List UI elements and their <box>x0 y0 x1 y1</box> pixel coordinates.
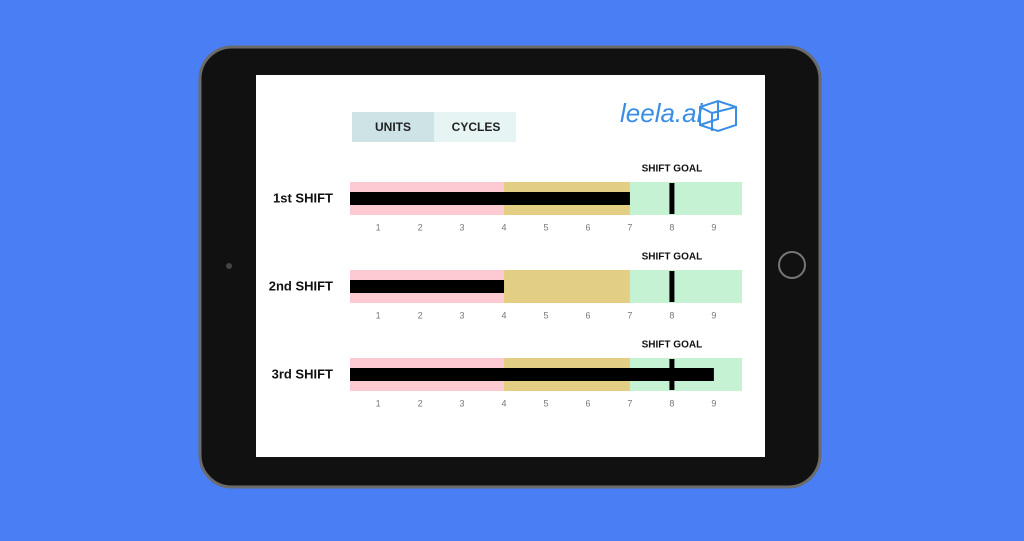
x-tick-label: 4 <box>502 222 507 232</box>
tab-label[interactable]: CYCLES <box>452 120 501 134</box>
x-tick-label: 4 <box>502 310 507 320</box>
target-label: SHIFT GOAL <box>642 340 703 351</box>
x-tick-label: 3 <box>460 398 465 408</box>
x-tick-label: 3 <box>460 222 465 232</box>
x-tick-label: 1 <box>376 310 381 320</box>
target-label: SHIFT GOAL <box>642 164 703 175</box>
target-marker <box>669 271 675 302</box>
x-tick-label: 5 <box>543 310 548 320</box>
x-tick-label: 8 <box>669 310 674 320</box>
x-tick-label: 2 <box>418 222 423 232</box>
x-tick-label: 2 <box>418 310 423 320</box>
row-title: 1st SHIFT <box>273 190 333 205</box>
logo-icon <box>699 99 737 133</box>
target-label: SHIFT GOAL <box>642 252 703 263</box>
x-tick-label: 8 <box>669 222 674 232</box>
charts: SHIFT GOAL 1st SHIFT 1 2 3 4 5 6 7 8 9 SHIFT GOAL 2n… <box>269 164 742 408</box>
x-tick-label: 8 <box>669 398 674 408</box>
row-title: 3rd SHIFT <box>272 366 333 381</box>
camera <box>226 263 232 269</box>
home-button[interactable] <box>778 251 806 279</box>
x-tick-label: 5 <box>543 398 548 408</box>
range-band <box>504 270 630 303</box>
target-marker <box>669 359 675 390</box>
target-marker <box>669 183 675 214</box>
x-tick-label: 5 <box>543 222 548 232</box>
row-title: 2nd SHIFT <box>269 278 333 293</box>
range-band <box>629 182 742 215</box>
x-tick-label: 7 <box>627 398 632 408</box>
bar <box>350 192 630 205</box>
tab-label[interactable]: UNITS <box>375 120 411 134</box>
x-tick-label: 1 <box>376 222 381 232</box>
x-tick-label: 3 <box>460 310 465 320</box>
x-tick-label: 4 <box>502 398 507 408</box>
x-tick-label: 9 <box>711 222 716 232</box>
range-band <box>629 270 742 303</box>
x-tick-label: 9 <box>711 310 716 320</box>
x-tick-label: 7 <box>627 222 632 232</box>
bar <box>350 280 505 293</box>
x-tick-label: 2 <box>418 398 423 408</box>
x-tick-label: 9 <box>711 398 716 408</box>
tab[interactable] <box>434 112 516 142</box>
bar <box>350 368 714 381</box>
logo: leela.ai <box>620 98 704 128</box>
x-tick-label: 6 <box>585 398 590 408</box>
x-tick-label: 1 <box>376 398 381 408</box>
x-tick-label: 6 <box>585 310 590 320</box>
x-tick-label: 7 <box>627 310 632 320</box>
x-tick-label: 6 <box>585 222 590 232</box>
tab[interactable] <box>352 112 434 142</box>
